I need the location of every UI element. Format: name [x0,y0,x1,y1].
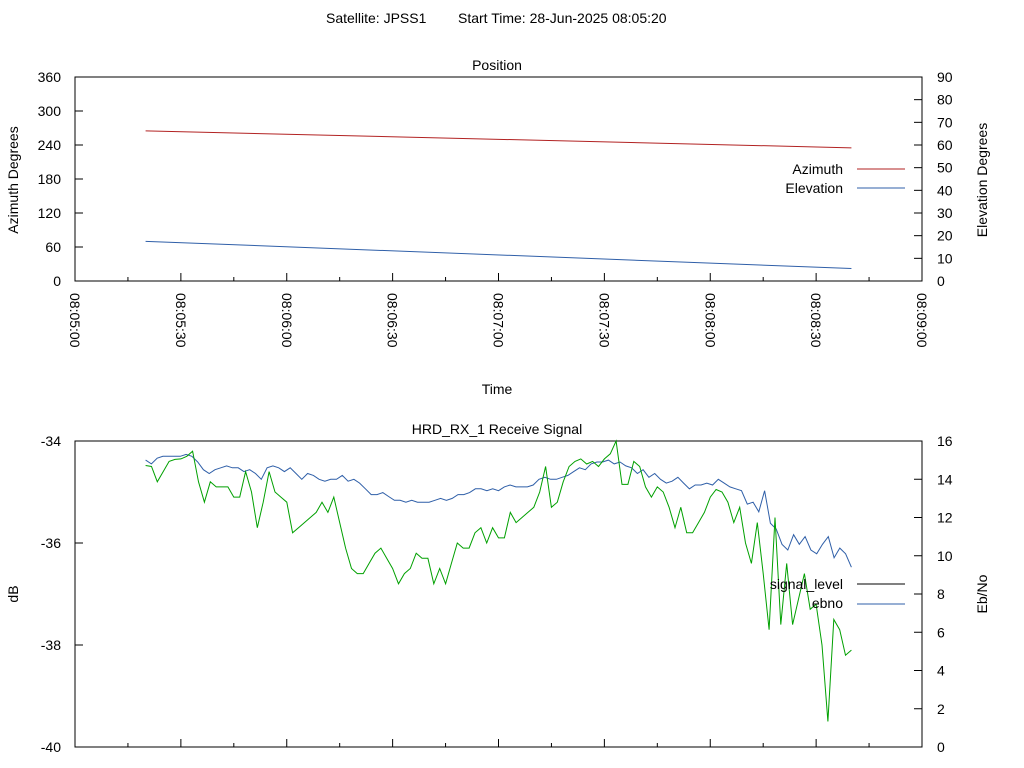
signal-y2-tick-label: 6 [937,624,945,640]
signal-y-tick-label: -38 [41,637,61,653]
position-title: Position [472,57,522,73]
position-x-tick-label: 08:07:30 [596,293,612,348]
position-y-tick-label: 60 [45,239,61,255]
position-y-tick-label: 360 [38,69,62,85]
position-y2-tick-label: 40 [937,182,953,198]
position-y2-tick-label: 80 [937,92,953,108]
position-y2-tick-label: 70 [937,114,953,130]
position-plot-area [74,76,923,282]
position-x-label: Time [482,381,513,397]
position-x-tick-label: 08:05:30 [173,293,189,348]
signal-y2-tick-label: 10 [937,548,953,564]
elevation-series-line [145,240,852,270]
position-legend: Azimuth Elevation [785,161,905,196]
signal-y2-tick-label: 8 [937,586,945,602]
signal-y-tick-label: -40 [41,739,61,755]
signal-y-tick-label: -36 [41,535,61,551]
position-y-tick-label: 180 [38,171,62,187]
position-x-tick-label: 08:07:00 [491,293,507,348]
position-y-label: Azimuth Degrees [5,126,21,233]
position-x-tick-label: 08:08:30 [808,293,824,348]
signal-y2-label: Eb/No [974,574,990,613]
position-y2-label: Elevation Degrees [974,123,990,237]
position-y-tick-label: 300 [38,103,62,119]
position-y-tick-label: 240 [38,137,62,153]
signal-y-tick-label: -34 [41,433,61,449]
position-y2-tick-label: 10 [937,250,953,266]
position-y2-tick-label: 50 [937,160,953,176]
ebno-series-line [145,453,852,568]
position-y2-tick-label: 30 [937,205,953,221]
signal-y2-tick-label: 0 [937,739,945,755]
signal-legend: signal_level ebno [770,576,905,611]
position-x-tick-label: 08:06:00 [279,293,295,348]
position-y2-tick-label: 90 [937,69,953,85]
signal-y2-tick-label: 2 [937,701,945,717]
position-x-tick-label: 08:05:00 [67,293,83,348]
position-x-tick-label: 08:08:00 [702,293,718,348]
position-y-tick-label: 120 [38,205,62,221]
signal-level-series-line [145,439,852,722]
signal-y2-tick-label: 12 [937,510,953,526]
signal-y-label: dB [5,585,21,602]
position-y2-tick-label: 0 [937,273,945,289]
position-x-tick-label: 08:06:30 [385,293,401,348]
legend-azimuth-label: Azimuth [792,161,843,177]
header-start-time: Start Time: 28-Jun-2025 08:05:20 [458,10,667,26]
legend-signal-level-label: signal_level [770,576,843,592]
legend-elevation-label: Elevation [785,180,843,196]
azimuth-series-line [145,130,852,149]
signal-title: HRD_RX_1 Receive Signal [412,421,582,437]
signal-y2-tick-label: 4 [937,663,945,679]
signal-y2-tick-label: 14 [937,471,953,487]
header-satellite: Satellite: JPSS1 [326,10,427,26]
position-x-tick-label: 08:09:00 [914,293,930,348]
position-y-tick-label: 0 [53,273,61,289]
position-y2-tick-label: 20 [937,228,953,244]
legend-ebno-label: ebno [812,595,843,611]
signal-y2-tick-label: 16 [937,433,953,449]
position-y2-tick-label: 60 [937,137,953,153]
signal-plot-area [74,440,923,748]
